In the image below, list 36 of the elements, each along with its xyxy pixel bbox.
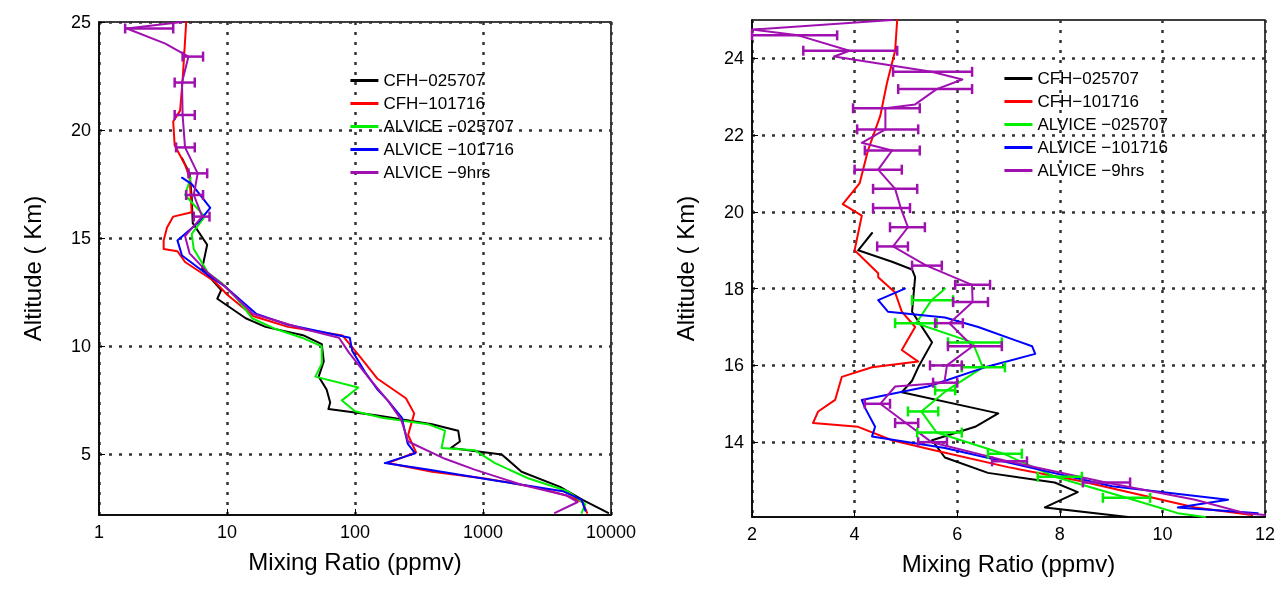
x-tick-label: 10: [216, 522, 238, 542]
legend-label: ALVICE −9hrs: [383, 163, 491, 182]
legend-label: CFH−025707: [383, 71, 486, 90]
legend-label: ALVICE −101716: [1037, 138, 1169, 157]
y-tick-label: 25: [70, 12, 91, 32]
legend-label: CFH−101716: [383, 94, 486, 113]
y-tick-label: 20: [723, 201, 744, 222]
x-axis-title: Mixing Ratio (ppmv): [901, 549, 1116, 577]
legend-label: CFH−101716: [1037, 92, 1140, 111]
legend-label: ALVICE −025707: [383, 117, 515, 136]
y-axis-title: Altitude ( Km): [18, 195, 46, 342]
x-tick-label: 12: [1254, 524, 1276, 544]
legend-label: ALVICE −9hrs: [1037, 161, 1145, 180]
x-tick-label: 100: [339, 522, 371, 542]
y-tick-label: 14: [723, 432, 744, 453]
y-tick-label: 20: [70, 120, 91, 141]
x-tick-label: 10000: [585, 522, 637, 542]
x-tick-label: 2: [746, 524, 758, 544]
y-tick-label: 16: [723, 355, 744, 376]
y-axis-title: Altitude ( Km): [671, 195, 699, 342]
y-tick-label: 18: [723, 278, 744, 299]
y-tick-label: 5: [80, 444, 91, 465]
x-tick-label: 10: [1152, 524, 1173, 544]
y-tick-label: 22: [723, 125, 744, 146]
x-tick-label: 1: [93, 522, 105, 542]
y-tick-label: 24: [723, 48, 744, 69]
y-tick-label: 10: [70, 336, 91, 357]
x-tick-label: 8: [1054, 524, 1065, 544]
legend-label: CFH−025707: [1037, 69, 1140, 88]
x-tick-label: 4: [849, 524, 860, 544]
x-tick-label: 1000: [462, 522, 504, 542]
legend-label: ALVICE −025707: [1037, 115, 1169, 134]
x-axis-title: Mixing Ratio (ppmv): [248, 547, 462, 575]
x-tick-label: 6: [952, 524, 963, 544]
legend-label: ALVICE −101716: [383, 140, 515, 159]
y-tick-label: 15: [70, 228, 91, 249]
